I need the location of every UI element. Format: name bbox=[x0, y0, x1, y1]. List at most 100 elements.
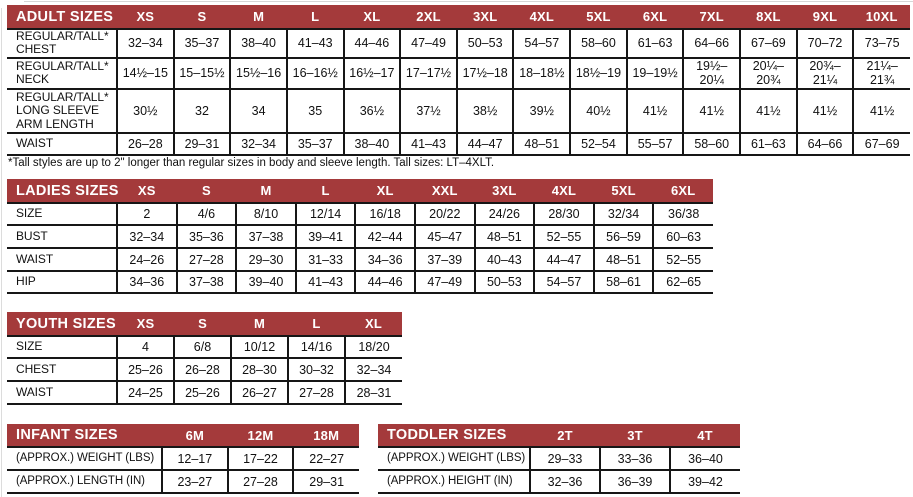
adult-table-title: ADULT SIZES bbox=[7, 5, 117, 30]
size-value-cell: 54–57 bbox=[533, 271, 594, 294]
table-row: HIP 34–36 37–38 39–40 41–43 44–46 47–49 50–53 54… bbox=[7, 271, 713, 294]
toddler-table-title: TODDLER SIZES bbox=[378, 424, 530, 448]
size-value-cell: 25–26 bbox=[173, 381, 231, 405]
size-value-cell: 16–16½ bbox=[285, 57, 344, 90]
size-value-cell: 22–27 bbox=[292, 447, 359, 471]
size-value-cell: 47–49 bbox=[413, 271, 475, 294]
size-value-cell: 32/34 bbox=[592, 203, 654, 226]
size-value-cell: 24–26 bbox=[116, 248, 177, 272]
size-column-header: XS bbox=[117, 5, 174, 30]
size-value-cell: 26–27 bbox=[230, 381, 288, 405]
size-value-cell: 61–63 bbox=[739, 132, 797, 156]
size-value-cell: 28–31 bbox=[344, 381, 402, 405]
row-label: REGULAR/TALL* CHEST bbox=[7, 29, 117, 59]
size-value-cell: 17½–18 bbox=[455, 57, 514, 90]
size-value-cell: 41–43 bbox=[294, 271, 356, 294]
size-value-cell: 12/14 bbox=[294, 203, 356, 226]
size-value-cell: 64–66 bbox=[682, 29, 741, 59]
size-value-cell: 16½–17 bbox=[342, 57, 401, 90]
size-value-cell: 32–34 bbox=[116, 29, 174, 59]
size-column-header: 3XL bbox=[456, 5, 514, 30]
size-column-header: M bbox=[231, 312, 288, 337]
size-value-cell: 34–36 bbox=[354, 248, 415, 272]
size-value-cell: 41–43 bbox=[285, 29, 344, 59]
size-value-cell: 6/8 bbox=[173, 336, 231, 359]
adult-sizes-table: ADULT SIZES XS S M L XL 2XL 3XL 4XL 5XL 6XL 7XL 8XL 9… bbox=[7, 5, 910, 156]
size-value-cell: 26–28 bbox=[116, 132, 174, 156]
table-row: (APPROX.) WEIGHT (LBS) 12–17 17–22 22–27 bbox=[7, 447, 359, 471]
size-value-cell: 8/10 bbox=[235, 203, 296, 226]
size-value-cell: 31–33 bbox=[294, 248, 356, 272]
size-value-cell: 44–46 bbox=[354, 271, 415, 294]
size-column-header: XS bbox=[117, 312, 174, 337]
size-value-cell: 29–31 bbox=[292, 470, 359, 494]
size-column-header: 4XL bbox=[534, 179, 594, 204]
size-value-cell: 18½–19 bbox=[569, 57, 627, 90]
size-value-cell: 12–17 bbox=[161, 447, 228, 471]
size-value-cell: 58–60 bbox=[682, 132, 741, 156]
row-label: WAIST bbox=[7, 132, 117, 156]
size-value-cell: 54–57 bbox=[512, 29, 571, 59]
row-label: BUST bbox=[7, 225, 117, 249]
size-value-cell: 36½ bbox=[342, 88, 401, 134]
size-value-cell: 15–15½ bbox=[172, 57, 231, 90]
row-label: (APPROX.) LENGTH (IN) bbox=[7, 470, 162, 494]
size-value-cell: 34 bbox=[229, 88, 287, 134]
size-value-cell: 39–41 bbox=[294, 225, 356, 249]
table-row: REGULAR/TALL* LONG SLEEVE ARM LENGTH 30½ 3… bbox=[7, 88, 910, 134]
size-value-cell: 62–65 bbox=[652, 271, 713, 294]
size-column-header: 6XL bbox=[626, 5, 684, 30]
size-value-cell: 15½–16 bbox=[229, 57, 287, 90]
size-value-cell: 29–31 bbox=[172, 132, 231, 156]
size-column-header: S bbox=[173, 5, 231, 30]
size-value-cell: 27–28 bbox=[175, 248, 237, 272]
table-row: WAIST 26–28 29–31 32–34 35–37 38–40 41–43 44–47… bbox=[7, 132, 910, 156]
size-value-cell: 44–47 bbox=[533, 248, 594, 272]
table-row: SIZE 4 6/8 10/12 14/16 18/20 bbox=[7, 336, 402, 359]
size-value-cell: 28/30 bbox=[533, 203, 594, 226]
size-column-header: 4XL bbox=[513, 5, 571, 30]
row-label: SIZE bbox=[7, 336, 117, 359]
size-value-cell: 41½ bbox=[682, 88, 741, 134]
size-value-cell: 38–40 bbox=[229, 29, 287, 59]
row-label: WAIST bbox=[7, 381, 117, 405]
table-row: (APPROX.) WEIGHT (LBS) 29–33 33–36 36–40 bbox=[378, 447, 740, 471]
size-value-cell: 35–37 bbox=[172, 29, 231, 59]
size-value-cell: 23–27 bbox=[161, 470, 228, 494]
infant-sizes-table: INFANT SIZES 6M 12M 18M (APPROX.) WEIGHT (LB… bbox=[7, 424, 359, 494]
table-row: WAIST 24–25 25–26 26–27 27–28 28–31 bbox=[7, 381, 402, 405]
size-value-cell: 32–36 bbox=[529, 470, 600, 494]
size-column-header: L bbox=[288, 312, 345, 337]
size-column-header: XL bbox=[355, 179, 415, 204]
size-value-cell: 20¼– 20¾ bbox=[739, 57, 797, 90]
ladies-sizes-table: LADIES SIZES XS S M L XL XXL 3XL 4XL 5XL 6XL SIZE 2 4… bbox=[7, 179, 713, 294]
row-label: (APPROX.) HEIGHT (IN) bbox=[378, 470, 530, 494]
size-column-header: 6XL bbox=[653, 179, 713, 204]
row-label: CHEST bbox=[7, 358, 117, 382]
size-value-cell: 18–18½ bbox=[512, 57, 571, 90]
size-column-header: 5XL bbox=[593, 179, 654, 204]
size-value-cell: 41–43 bbox=[399, 132, 457, 156]
row-label: HIP bbox=[7, 271, 117, 294]
size-value-cell: 38–40 bbox=[342, 132, 401, 156]
size-value-cell: 40–43 bbox=[473, 248, 535, 272]
size-value-cell: 34–36 bbox=[116, 271, 177, 294]
size-column-header: 5XL bbox=[570, 5, 627, 30]
size-value-cell: 29–30 bbox=[235, 248, 296, 272]
size-value-cell: 44–47 bbox=[455, 132, 514, 156]
size-column-header: XXL bbox=[414, 179, 475, 204]
size-value-cell: 61–63 bbox=[625, 29, 684, 59]
size-value-cell: 35–37 bbox=[285, 132, 344, 156]
tall-sizes-footnote: *Tall styles are up to 2" longer than re… bbox=[8, 157, 495, 169]
size-value-cell: 17–22 bbox=[226, 447, 294, 471]
size-value-cell: 32 bbox=[172, 88, 231, 134]
size-value-cell: 56–59 bbox=[592, 225, 654, 249]
size-column-header: 3T bbox=[600, 424, 670, 448]
table-row: REGULAR/TALL* CHEST 32–34 35–37 38–40 41–43 4… bbox=[7, 29, 910, 59]
row-label: REGULAR/TALL* LONG SLEEVE ARM LENGTH bbox=[7, 88, 117, 134]
size-value-cell: 32–34 bbox=[116, 225, 177, 249]
size-column-header: S bbox=[176, 179, 237, 204]
size-column-header: S bbox=[174, 312, 231, 337]
size-value-cell: 40½ bbox=[569, 88, 627, 134]
